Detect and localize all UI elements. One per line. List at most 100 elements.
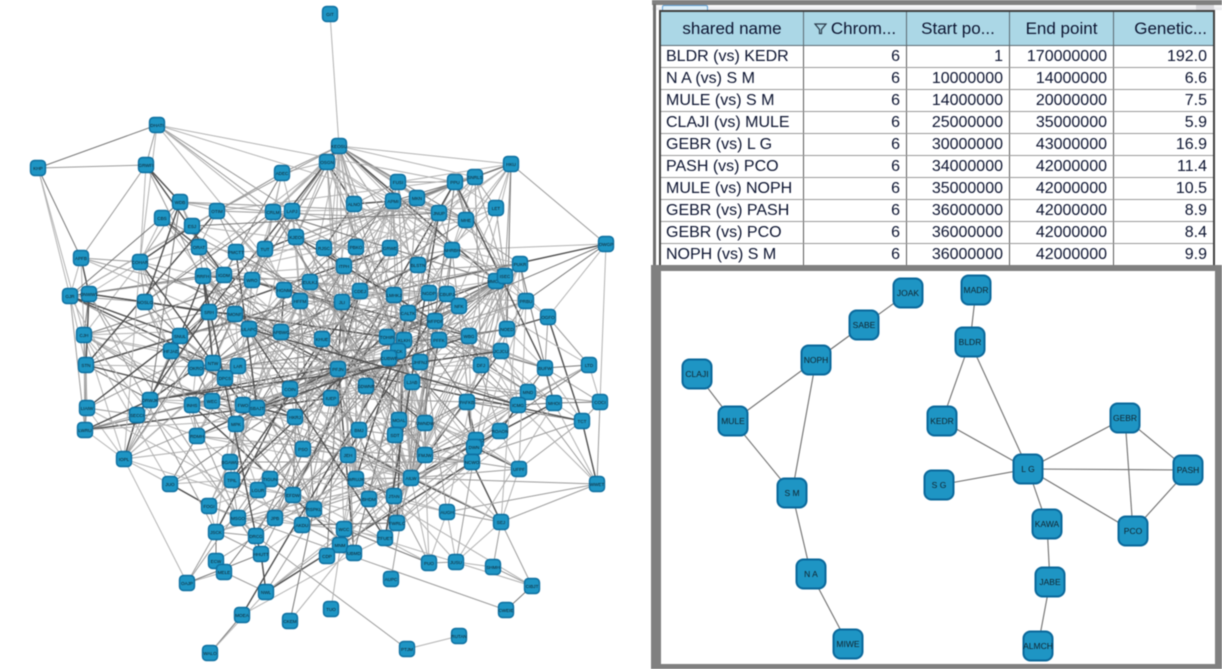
svg-text:SABE: SABE [853,320,876,330]
svg-text:TUO: TUO [326,607,336,612]
svg-text:S M: S M [784,488,799,498]
svg-text:FWO: FWO [238,403,249,408]
svg-text:TFUET: TFUET [378,536,393,541]
svg-text:CJH: CJH [80,333,89,338]
svg-text:DHATI: DHATI [150,123,163,128]
svg-text:LAPJ: LAPJ [287,209,298,214]
svg-text:NHRBH: NHRBH [444,248,460,253]
svg-text:AUPC: AUPC [385,577,398,582]
svg-text:RUTAN: RUTAN [451,634,466,639]
svg-text:MHOI: MHOI [548,401,560,406]
svg-text:PSO: PSO [298,447,308,452]
svg-text:N A: N A [804,569,818,579]
svg-text:SNUL: SNUL [174,334,187,339]
svg-text:DRCG: DRCG [249,534,263,539]
svg-text:HHUTT: HHUTT [253,552,269,557]
svg-text:S G: S G [932,480,947,490]
svg-text:RSPKL: RSPKL [306,507,322,512]
svg-text:JSCK: JSCK [210,530,223,535]
svg-text:APBWC: APBWC [273,330,291,335]
svg-text:PCO: PCO [1124,526,1143,536]
svg-text:WDB: WDB [175,200,186,205]
svg-text:STN: STN [81,363,90,368]
svg-text:KEOSU: KEOSU [331,144,347,149]
svg-text:ORAT: ORAT [193,245,206,250]
svg-text:PAFKB: PAFKB [460,400,475,405]
svg-text:ADEC: ADEC [276,171,289,176]
svg-text:NWL: NWL [261,590,272,595]
svg-text:JEH: JEH [344,453,353,458]
svg-text:NOED: NOED [500,327,514,332]
svg-text:MPK: MPK [231,422,242,427]
svg-text:NTW: NTW [208,361,219,366]
svg-text:KAWA: KAWA [1035,519,1060,529]
svg-text:EFDW: EFDW [286,493,300,498]
svg-text:GRWE: GRWE [383,246,397,251]
svg-text:SNRLS: SNRLS [467,175,482,180]
svg-text:COIN: COIN [284,387,295,392]
svg-text:GIT: GIT [326,12,334,17]
svg-text:WEC: WEC [207,399,218,404]
svg-text:HKRJ: HKRJ [289,415,301,420]
svg-text:CDP: CDP [322,554,332,559]
svg-text:OSGN: OSGN [320,160,334,165]
svg-text:NGDP: NGDP [422,291,435,296]
svg-text:LET: LET [492,206,501,211]
svg-text:RDMH: RDMH [190,434,204,439]
svg-text:IOPL: IOPL [119,457,130,462]
svg-text:JCJCU: JCJCU [494,349,509,354]
svg-text:IUEP: IUEP [326,396,337,401]
svg-text:AILW: AILW [406,476,418,481]
svg-text:SRH: SRH [204,310,214,315]
svg-text:PFFK: PFFK [433,338,446,343]
svg-text:OKRO: OKRO [189,366,203,371]
svg-text:ROAON: ROAON [492,429,509,434]
svg-text:SHMH: SHMH [486,565,500,570]
svg-text:KEDR: KEDR [930,416,954,426]
svg-text:ONWWT: ONWWT [80,292,99,297]
svg-text:ULAPC: ULAPC [241,327,257,332]
svg-text:IGDM: IGDM [218,273,230,278]
svg-text:LIAIW: LIAIW [81,406,94,411]
svg-text:L G: L G [1021,464,1034,474]
svg-text:ALNO: ALNO [348,202,361,207]
svg-text:DWN: DWN [469,445,480,450]
svg-text:SEJ: SEJ [497,520,505,525]
svg-text:WRO: WRO [246,278,258,283]
svg-text:JOAK: JOAK [897,288,920,298]
svg-text:TCT: TCT [578,419,587,424]
svg-text:KLKH: KLKH [398,338,410,343]
svg-text:LGUR: LGUR [252,488,265,493]
svg-text:PPU: PPU [450,180,459,185]
svg-text:CDEJ: CDEJ [354,289,366,294]
svg-text:APFB: APFB [75,256,87,261]
svg-text:MIWE: MIWE [836,639,859,649]
svg-text:TPIL: TPIL [227,478,237,483]
svg-text:CBS: CBS [157,216,166,221]
svg-text:GRWFI: GRWFI [138,163,153,168]
svg-text:MULE: MULE [721,416,745,426]
svg-text:BUFW: BUFW [538,366,552,371]
svg-text:JTAN: JTAN [388,494,399,499]
svg-text:TUT: TUT [261,247,270,252]
svg-text:ORWJK: ORWJK [142,398,159,403]
svg-text:UFPF: UFPF [513,467,525,472]
svg-text:HKU: HKU [506,162,516,167]
svg-text:WRUJK: WRUJK [348,477,365,482]
svg-text:JABE: JABE [1039,577,1061,587]
svg-text:PUKR: PUKR [514,262,527,267]
svg-text:UWNDW: UWNDW [416,421,435,426]
svg-text:LTD: LTD [585,363,594,368]
svg-text:FUSI: FUSI [393,180,403,185]
svg-text:GJR: GJR [65,294,75,299]
svg-text:NOPH: NOPH [804,355,829,365]
svg-text:CBUPJ: CBUPJ [439,292,454,297]
svg-text:BLDR: BLDR [959,337,982,347]
svg-text:MNM: MNM [335,543,346,548]
svg-text:LWRU: LWRU [78,428,91,433]
svg-text:UBMD: UBMD [347,551,361,556]
svg-text:SBAJT: SBAJT [250,406,264,411]
svg-text:LJAB: LJAB [407,380,418,385]
svg-text:BMJ: BMJ [354,428,363,433]
svg-text:OTIM: OTIM [211,209,223,214]
